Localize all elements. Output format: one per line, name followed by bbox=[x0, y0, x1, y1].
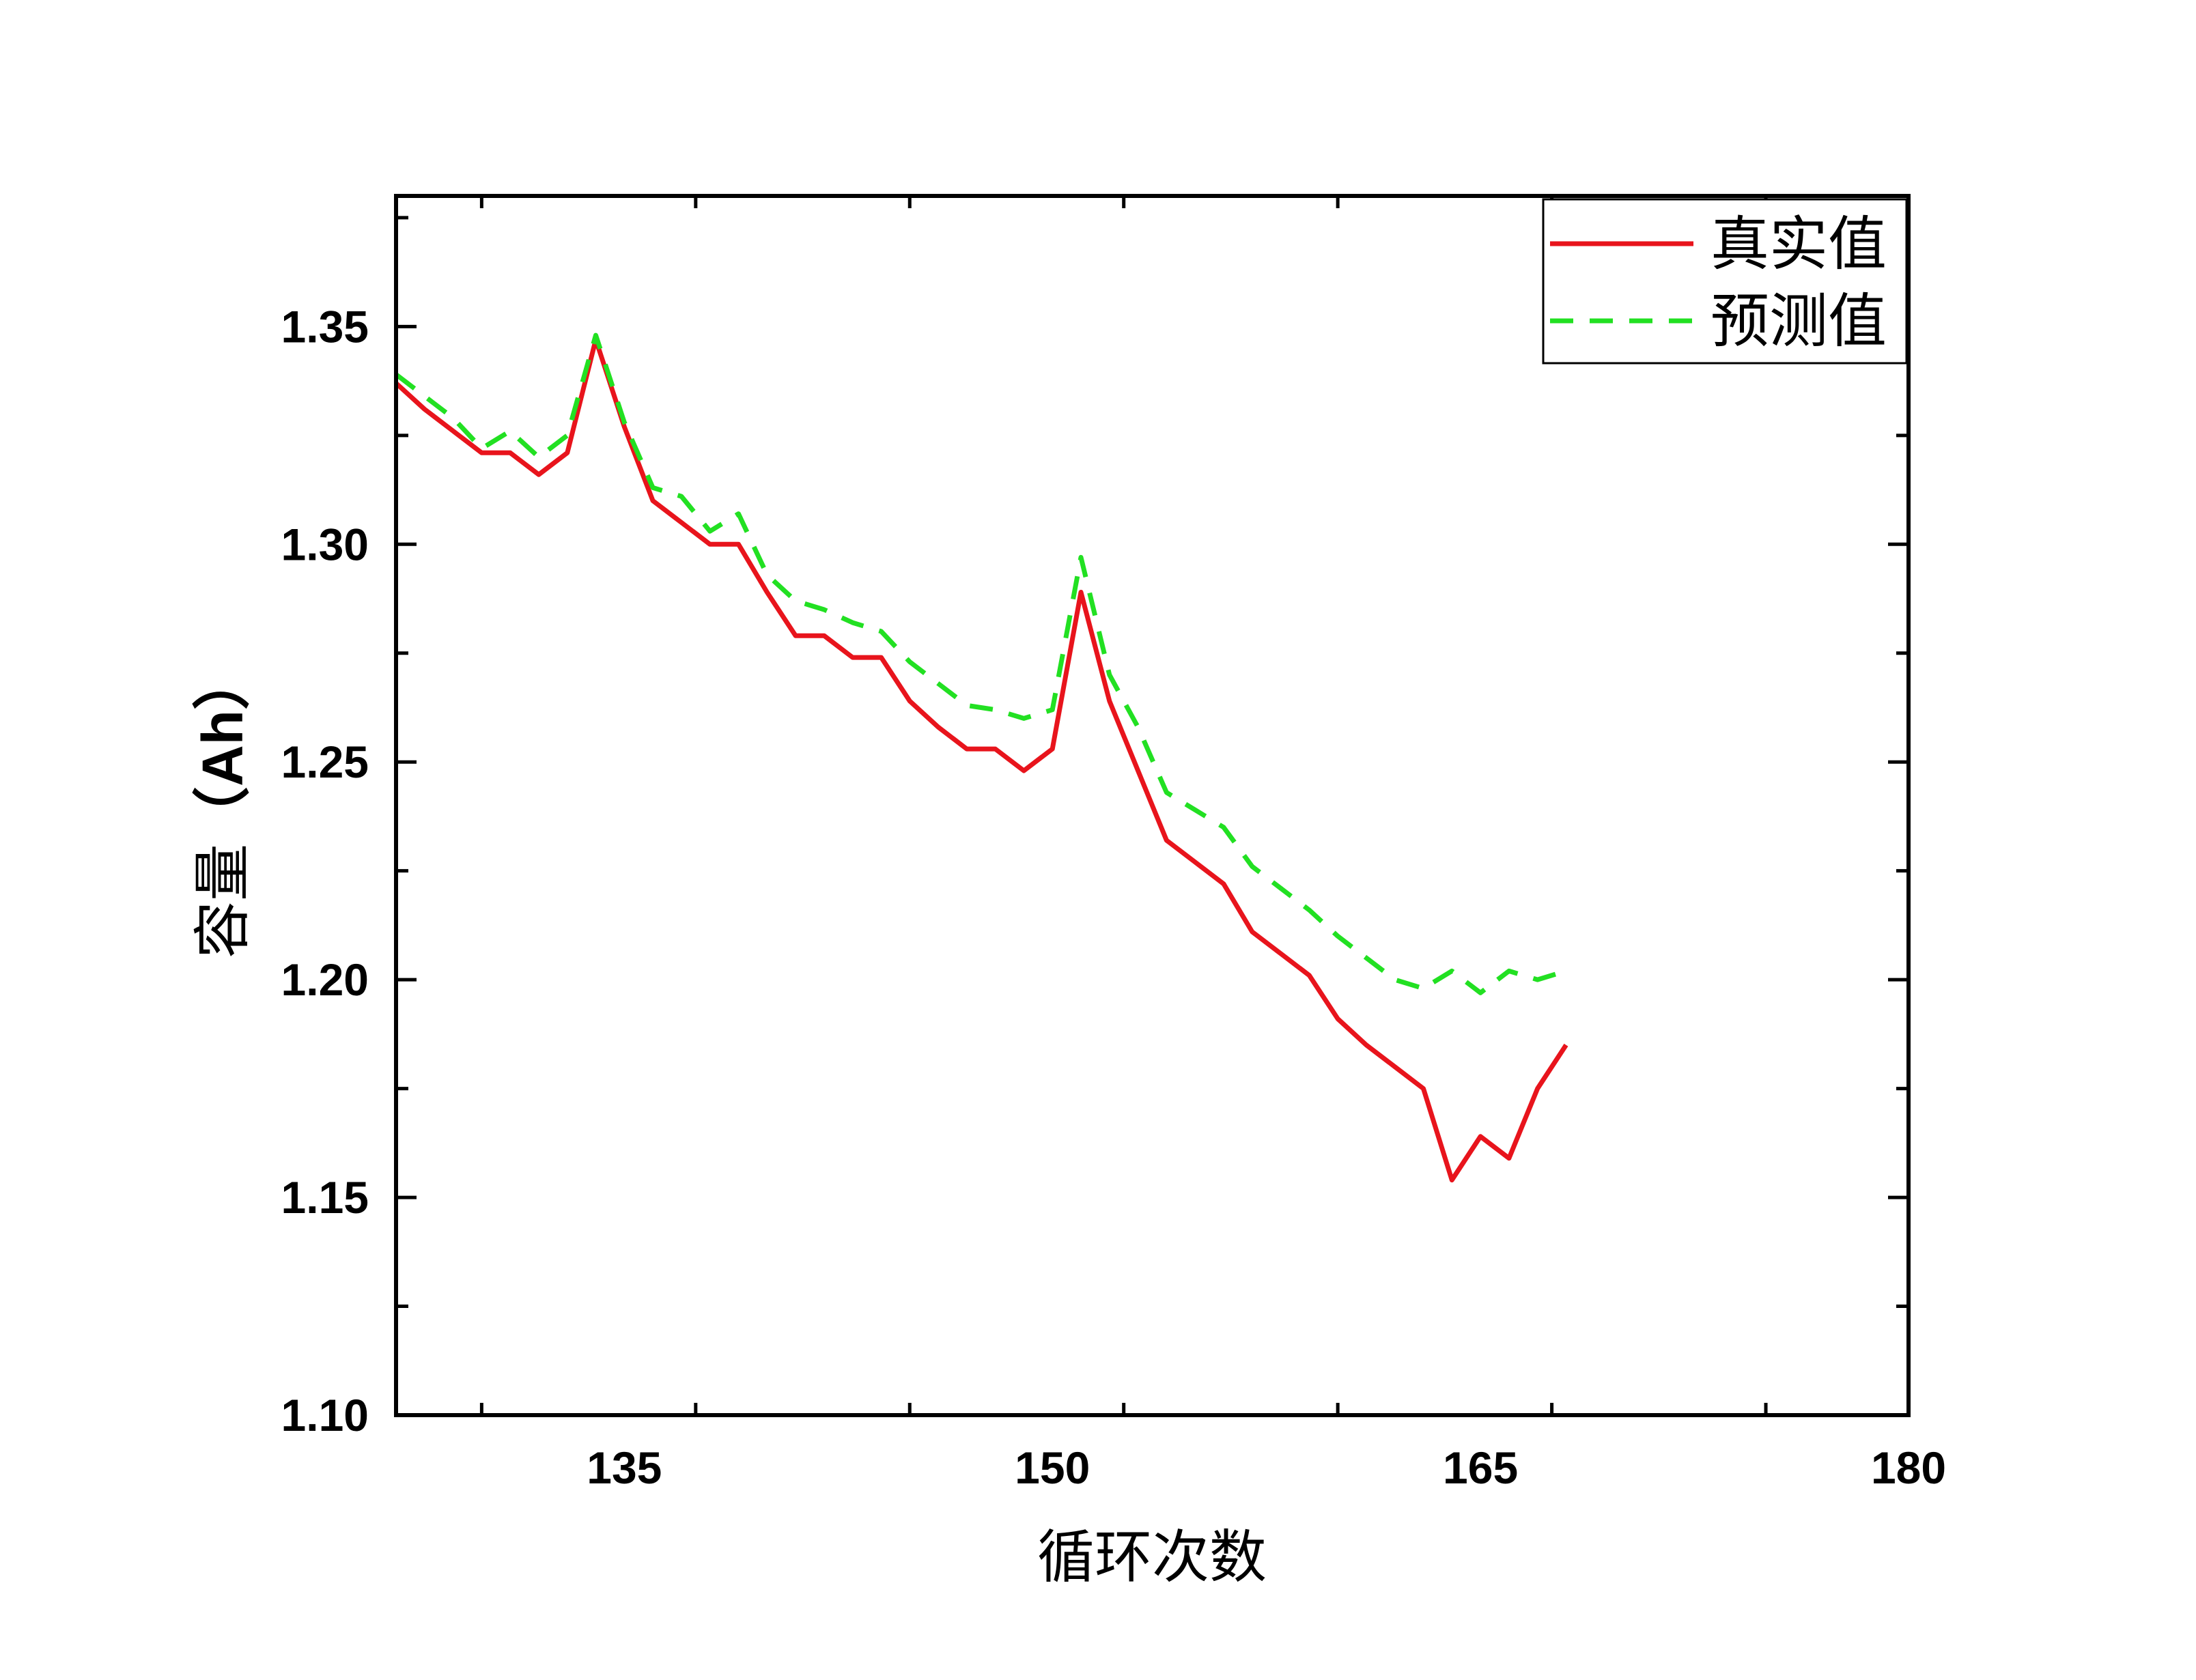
x-tick-label: 180 bbox=[1871, 1442, 1946, 1493]
legend: 真实值 预测值 bbox=[1542, 198, 1908, 365]
y-axis-title: 容量（Ah） bbox=[189, 653, 256, 958]
legend-label-real: 真实值 bbox=[1711, 210, 1887, 279]
plot-frame bbox=[394, 194, 1911, 1417]
y-tick-label: 1.15 bbox=[281, 1172, 369, 1223]
y-tick-label: 1.20 bbox=[281, 954, 369, 1005]
y-axis-title-cjk: 容量 bbox=[189, 844, 256, 958]
x-tick-label: 165 bbox=[1443, 1442, 1518, 1493]
series-line-real bbox=[394, 337, 1568, 1183]
y-tick-label: 1.25 bbox=[281, 737, 369, 787]
y-tick-label: 1.10 bbox=[281, 1390, 369, 1440]
labels-layer: 1.10 1.15 1.20 1.25 1.30 1.35 135 150 165 180 bbox=[281, 301, 1947, 1493]
x-tick-label: 135 bbox=[587, 1442, 662, 1493]
svg-text:容量（Ah）: 容量（Ah） bbox=[189, 653, 256, 958]
series-layer bbox=[394, 332, 1568, 1183]
legend-label-predicted: 预测值 bbox=[1711, 287, 1887, 356]
y-tick-label: 1.35 bbox=[281, 301, 369, 352]
y-axis-title-unit: （Ah） bbox=[191, 653, 255, 844]
legend-box bbox=[1542, 198, 1908, 365]
x-axis-title: 循环次数 bbox=[1037, 1524, 1267, 1591]
y-tick-label: 1.30 bbox=[281, 519, 369, 569]
x-tick-label: 150 bbox=[1015, 1442, 1090, 1493]
series-line-predicted bbox=[394, 332, 1567, 995]
